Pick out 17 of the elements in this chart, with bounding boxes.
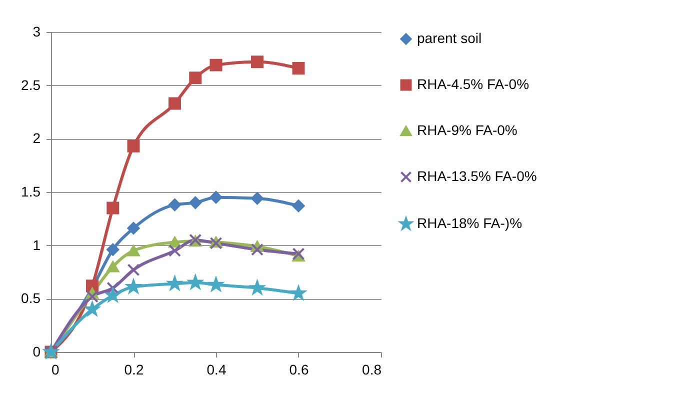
y-tick-label: 0.5 xyxy=(21,290,41,306)
y-tick-label: 0 xyxy=(32,344,41,360)
y-tick-label: 2.5 xyxy=(21,76,41,93)
y-tick-label: 2 xyxy=(32,130,41,146)
legend-label: RHA-4.5% FA-0% xyxy=(417,76,530,92)
y-tick-label: 3 xyxy=(32,24,41,40)
y-tick-label: 1 xyxy=(32,236,41,253)
x-tick-label: 0.4 xyxy=(206,362,226,378)
y-tick-label: 1.5 xyxy=(21,184,41,200)
x-tick-label: 0 xyxy=(52,362,60,378)
x-tick-label: 0.8 xyxy=(362,362,382,378)
x-tick-label: 0.6 xyxy=(289,362,309,378)
legend-label: parent soil xyxy=(417,30,482,46)
legend-label: RHA-13.5% FA-0% xyxy=(417,168,537,184)
legend-label: RHA-18% FA-)% xyxy=(417,215,522,231)
legend-label: RHA-9% FA-0% xyxy=(417,122,518,138)
x-tick-label: 0.2 xyxy=(124,362,144,378)
